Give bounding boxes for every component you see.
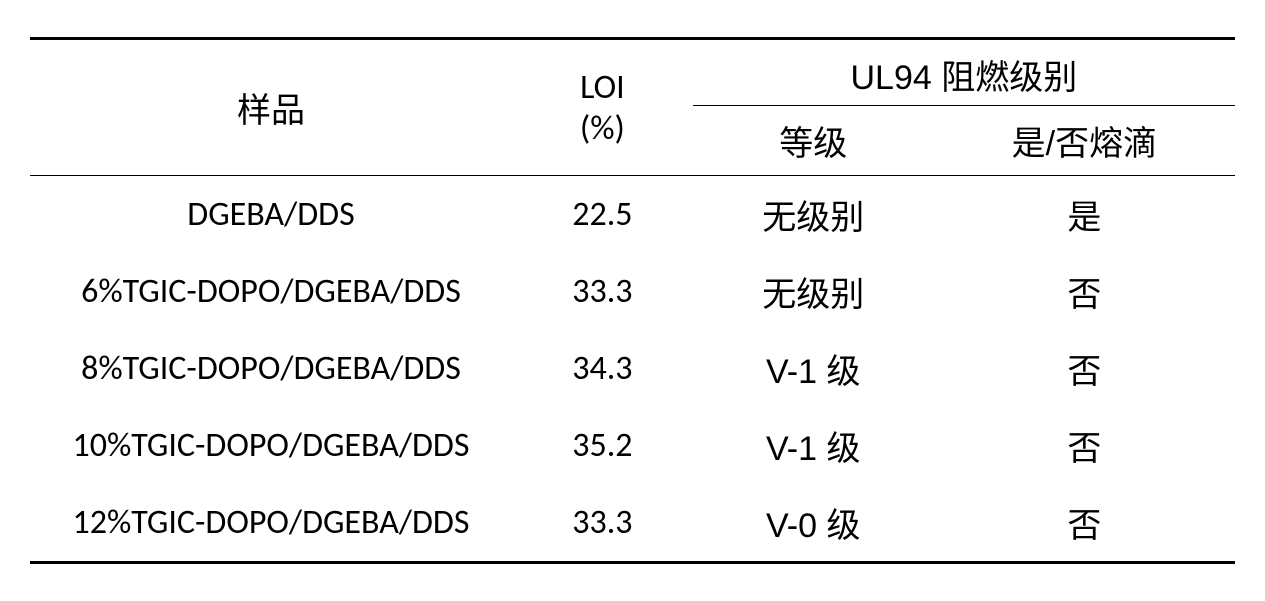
header-loi: LOI (%): [512, 39, 693, 176]
table-header: 样品 LOI (%) UL94 阻燃级别 等级 是/否熔滴: [30, 39, 1235, 176]
table-row: DGEBA/DDS 22.5 无级别 是: [30, 176, 1235, 254]
cell-loi: 34.3: [512, 330, 693, 407]
cell-sample: 6%TGIC-DOPO/DGEBA/DDS: [30, 253, 512, 330]
cell-drip: 是: [934, 176, 1235, 254]
cell-grade: V-1 级: [693, 407, 934, 484]
table-container: 样品 LOI (%) UL94 阻燃级别 等级 是/否熔滴 DGEBA/DDS …: [0, 17, 1265, 584]
header-row-1: 样品 LOI (%) UL94 阻燃级别: [30, 39, 1235, 106]
table-row: 8%TGIC-DOPO/DGEBA/DDS 34.3 V-1 级 否: [30, 330, 1235, 407]
cell-sample: 10%TGIC-DOPO/DGEBA/DDS: [30, 407, 512, 484]
cell-grade: V-0 级: [693, 484, 934, 563]
loi-label: LOI: [520, 67, 685, 108]
cell-loi: 22.5: [512, 176, 693, 254]
cell-grade: 无级别: [693, 176, 934, 254]
table-body: DGEBA/DDS 22.5 无级别 是 6%TGIC-DOPO/DGEBA/D…: [30, 176, 1235, 563]
data-table: 样品 LOI (%) UL94 阻燃级别 等级 是/否熔滴 DGEBA/DDS …: [30, 37, 1235, 564]
cell-loi: 35.2: [512, 407, 693, 484]
cell-drip: 否: [934, 330, 1235, 407]
cell-drip: 否: [934, 253, 1235, 330]
cell-loi: 33.3: [512, 253, 693, 330]
cell-drip: 否: [934, 407, 1235, 484]
header-ul94: UL94 阻燃级别: [693, 39, 1235, 106]
cell-grade: V-1 级: [693, 330, 934, 407]
cell-drip: 否: [934, 484, 1235, 563]
loi-unit: (%): [520, 108, 685, 149]
cell-sample: DGEBA/DDS: [30, 176, 512, 254]
header-drip: 是/否熔滴: [934, 106, 1235, 176]
cell-sample: 8%TGIC-DOPO/DGEBA/DDS: [30, 330, 512, 407]
cell-grade: 无级别: [693, 253, 934, 330]
cell-sample: 12%TGIC-DOPO/DGEBA/DDS: [30, 484, 512, 563]
header-grade: 等级: [693, 106, 934, 176]
table-row: 6%TGIC-DOPO/DGEBA/DDS 33.3 无级别 否: [30, 253, 1235, 330]
table-row: 10%TGIC-DOPO/DGEBA/DDS 35.2 V-1 级 否: [30, 407, 1235, 484]
table-row: 12%TGIC-DOPO/DGEBA/DDS 33.3 V-0 级 否: [30, 484, 1235, 563]
header-sample: 样品: [30, 39, 512, 176]
cell-loi: 33.3: [512, 484, 693, 563]
